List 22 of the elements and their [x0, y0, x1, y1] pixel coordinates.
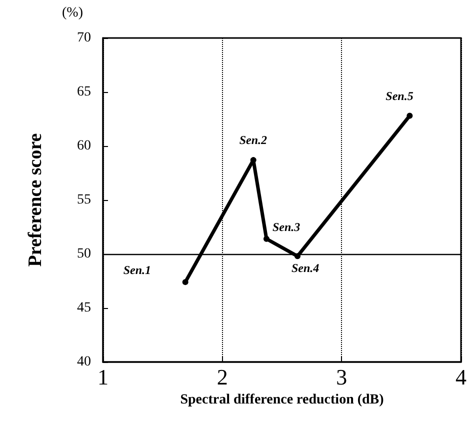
x-tick-label: 2: [216, 364, 228, 390]
annotation: Sen.4: [292, 261, 320, 276]
annotation: Sen.2: [239, 133, 268, 148]
point: [406, 112, 413, 119]
annotation: Sen.3: [272, 220, 300, 234]
y-tick-label: 65: [77, 84, 91, 100]
y-tick-label: 50: [77, 246, 91, 262]
point: [182, 279, 188, 286]
x-tick-label: 3: [336, 364, 348, 390]
annotation: Sen.1: [123, 263, 152, 278]
y-tick-label: 45: [77, 300, 91, 316]
x-axis-title: Spectral difference reduction (dB): [180, 392, 384, 408]
y-tick-label: 60: [77, 138, 91, 154]
annotation: Sen.5: [386, 88, 414, 103]
y-axis-title: Preference score: [25, 133, 46, 267]
text: (%): [62, 6, 84, 20]
x-tick-label: 1: [98, 364, 108, 390]
y-tick-label: 70: [77, 30, 91, 46]
y-tick-label: 40: [77, 354, 91, 370]
x-tick-label: 4: [456, 364, 466, 390]
point: [263, 236, 270, 242]
y-tick-label: 55: [77, 192, 91, 208]
